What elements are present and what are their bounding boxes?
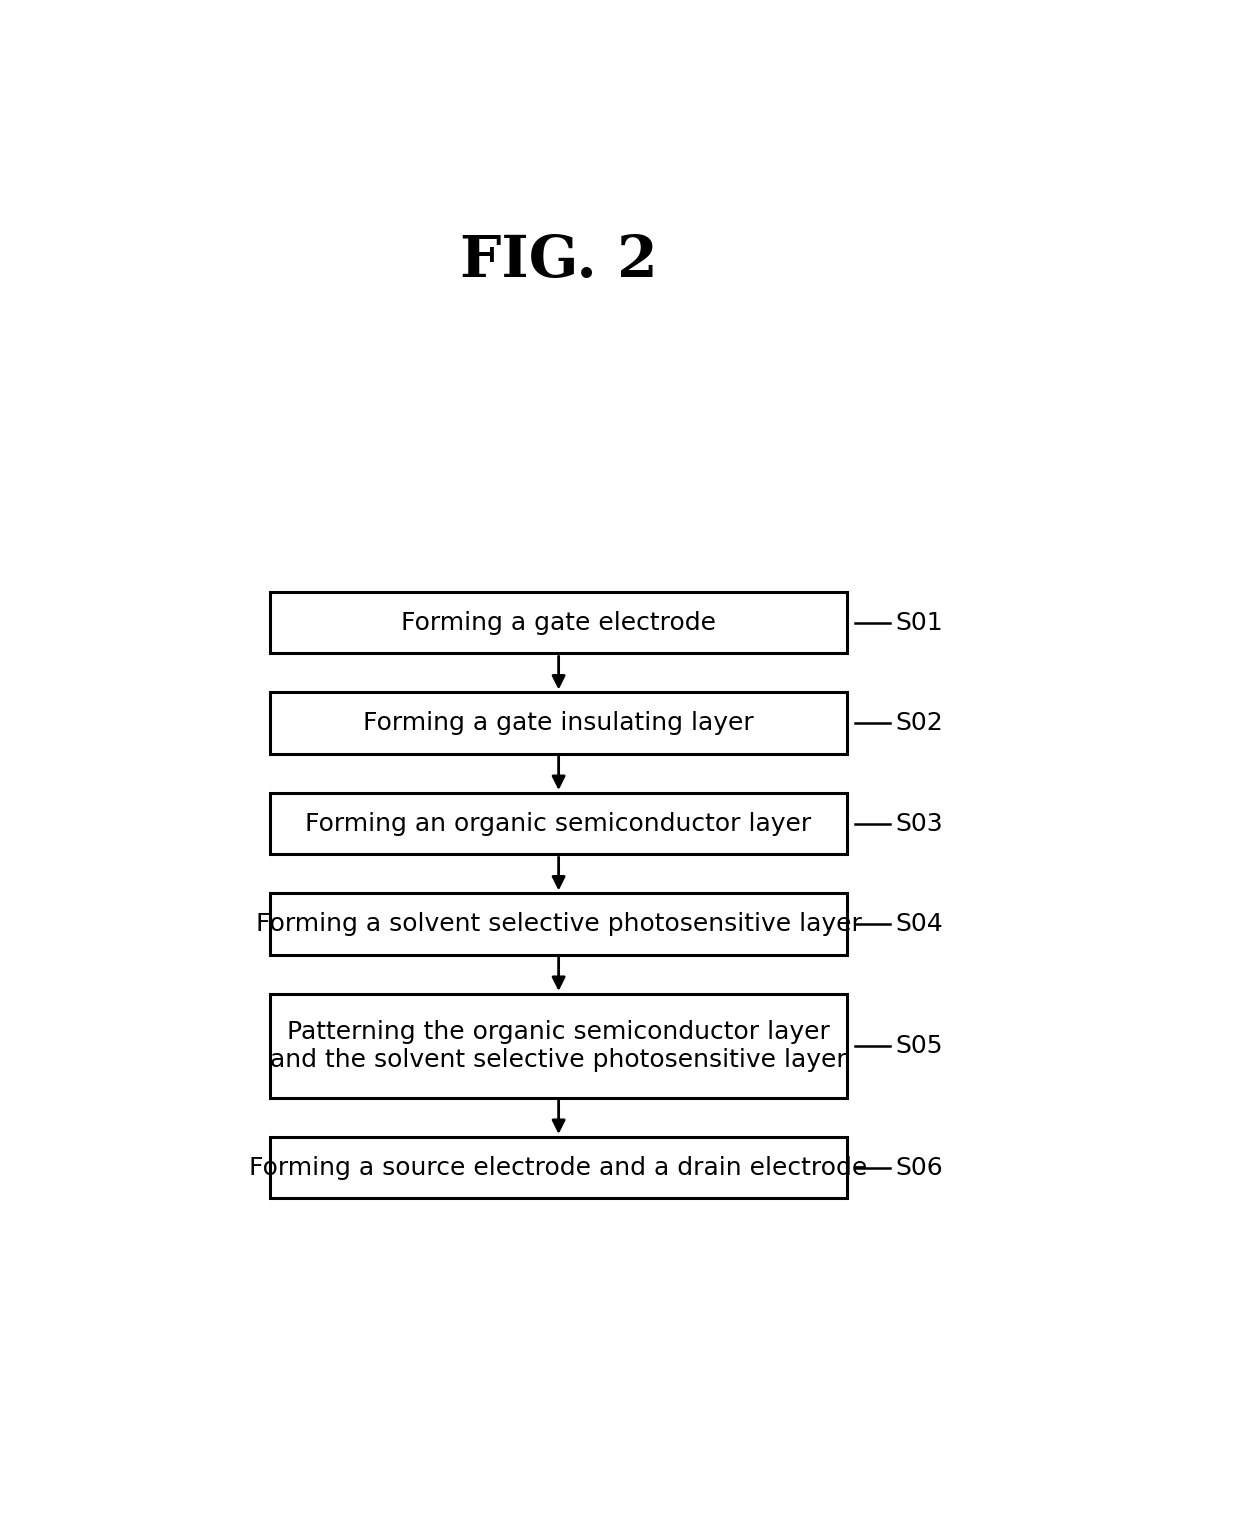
- Text: S02: S02: [895, 711, 942, 735]
- Text: FIG. 2: FIG. 2: [460, 233, 657, 289]
- FancyBboxPatch shape: [270, 593, 847, 654]
- Text: S01: S01: [895, 611, 942, 634]
- FancyBboxPatch shape: [270, 893, 847, 955]
- Text: S04: S04: [895, 912, 942, 936]
- Text: Patterning the organic semiconductor layer
and the solvent selective photosensit: Patterning the organic semiconductor lay…: [270, 1019, 847, 1071]
- FancyBboxPatch shape: [270, 1137, 847, 1199]
- Text: S06: S06: [895, 1156, 942, 1179]
- FancyBboxPatch shape: [270, 692, 847, 754]
- Text: Forming a gate insulating layer: Forming a gate insulating layer: [363, 711, 754, 735]
- FancyBboxPatch shape: [270, 794, 847, 855]
- Text: S05: S05: [895, 1035, 942, 1058]
- Text: Forming an organic semiconductor layer: Forming an organic semiconductor layer: [305, 812, 812, 835]
- Text: S03: S03: [895, 812, 942, 835]
- Text: Forming a gate electrode: Forming a gate electrode: [401, 611, 717, 634]
- Text: Forming a source electrode and a drain electrode: Forming a source electrode and a drain e…: [249, 1156, 868, 1179]
- FancyBboxPatch shape: [270, 993, 847, 1098]
- Text: Forming a solvent selective photosensitive layer: Forming a solvent selective photosensiti…: [255, 912, 862, 936]
